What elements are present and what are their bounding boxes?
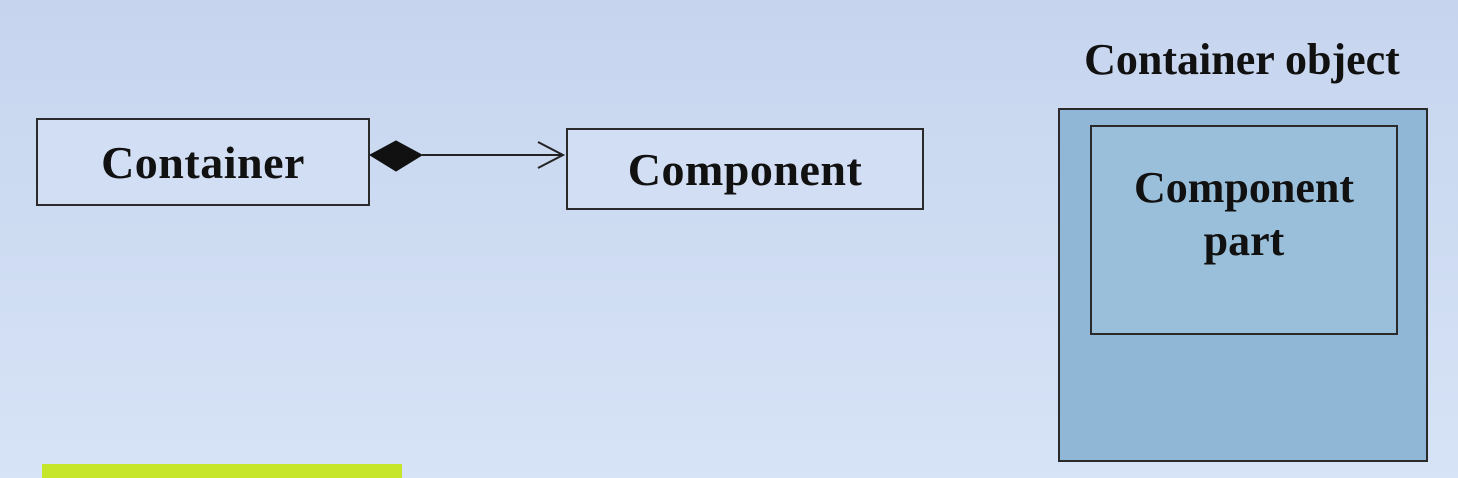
container-object-box: Component part: [1058, 108, 1428, 462]
accent-strip: [42, 464, 402, 478]
component-class-box: Component: [566, 128, 924, 210]
composition-diamond-icon: [368, 140, 424, 172]
component-part-box: Component part: [1090, 125, 1398, 335]
component-part-label-line2: part: [1203, 216, 1285, 265]
container-class-label: Container: [101, 136, 305, 188]
open-arrowhead-icon: [537, 141, 566, 169]
container-class-box: Container: [36, 118, 370, 206]
container-object-title: Container object: [1084, 35, 1400, 84]
component-class-label: Component: [627, 143, 863, 195]
component-part-label-line1: Component: [1133, 163, 1355, 213]
